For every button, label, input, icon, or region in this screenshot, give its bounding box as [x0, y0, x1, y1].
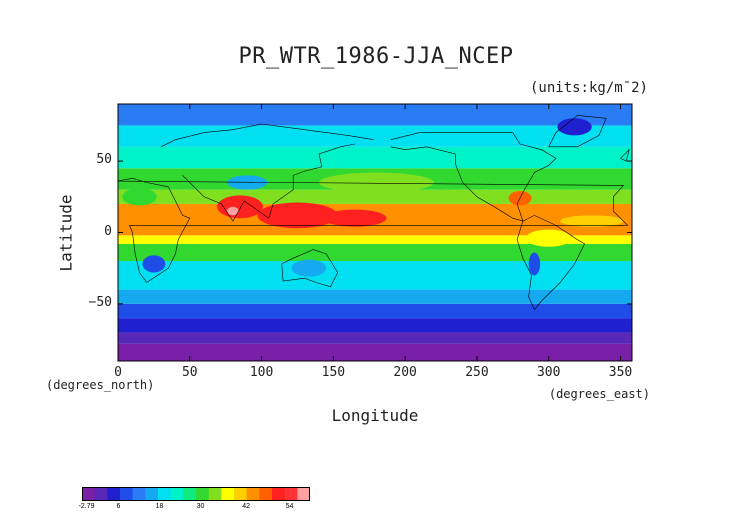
- coastline-segment: [117, 177, 629, 283]
- x-axis-label: Longitude: [331, 406, 419, 425]
- chart-title: PR_WTR_1986-JJA_NCEP: [238, 44, 514, 69]
- coastline-segment: [182, 143, 355, 222]
- colorbar-label: 6: [116, 503, 121, 510]
- region-north-pacific-band: [319, 172, 434, 193]
- region-amazon-yellow: [525, 229, 572, 247]
- x-tick-label: 150: [321, 365, 346, 380]
- colorbar-swatch: [183, 487, 197, 501]
- colorbar-swatch: [158, 487, 172, 501]
- x-tick-label: 350: [608, 365, 633, 380]
- coastline-segment: [620, 148, 630, 162]
- colorbar-swatch: [297, 487, 310, 501]
- region-pacific-itcz-west: [323, 209, 387, 227]
- band-south-high: [118, 332, 632, 344]
- colorbar-swatch: [145, 487, 159, 501]
- x-tick-label: 100: [249, 365, 274, 380]
- region-warm-pool: [257, 202, 338, 229]
- colorbar-swatch: [170, 487, 184, 501]
- band-polar-south: [118, 343, 632, 361]
- band-south-mid-1: [118, 318, 632, 333]
- x-tick-label: 50: [181, 365, 198, 380]
- region-andes-dry: [528, 252, 541, 276]
- y-units-label: (degrees_east): [548, 387, 650, 401]
- region-india-pink: [227, 206, 239, 216]
- coastline-segment: [390, 132, 557, 222]
- colorbar-swatch: [246, 487, 260, 501]
- region-south-africa-dry: [142, 255, 166, 273]
- band-north-high: [118, 125, 632, 147]
- colorbar-swatch: [272, 487, 286, 501]
- x-tick-label: 200: [393, 365, 417, 380]
- band-south-mid-3: [118, 289, 632, 304]
- region-tibet-low: [227, 175, 268, 190]
- coastline-segment: [281, 249, 339, 288]
- band-equator-south: [118, 235, 632, 244]
- region-indian-monsoon: [217, 195, 264, 219]
- colorbar-swatch: [284, 487, 298, 501]
- colorbar-label: -2.79: [78, 503, 95, 510]
- colorbar-frame: [82, 487, 310, 501]
- x-units-label: (degrees_north): [46, 378, 155, 392]
- colorbar-swatch: [196, 487, 210, 501]
- region-greenland-low: [557, 118, 592, 136]
- coastline-segment: [516, 215, 585, 311]
- units-label: (units:kg/m¯2): [529, 80, 648, 96]
- x-tick-label: 250: [465, 365, 489, 380]
- band-south-mid-2: [118, 303, 632, 319]
- coastline-segment: [160, 123, 374, 148]
- colorbar-swatch: [234, 487, 248, 501]
- y-tick-label: 50: [96, 152, 112, 168]
- x-tick-label: 300: [536, 365, 561, 380]
- colorbar-label: 42: [242, 503, 251, 510]
- colorbar-swatch: [208, 487, 222, 501]
- coastline-outline: [117, 115, 630, 311]
- colorbar-swatch: [132, 487, 146, 501]
- colorbar-swatch: [120, 487, 134, 501]
- y-tick-label: −50: [88, 294, 112, 310]
- region-atlantic-itcz: [560, 215, 624, 227]
- colorbar-swatch: [221, 487, 235, 501]
- colorbar-swatch: [107, 487, 121, 501]
- colorbar-label: 18: [155, 503, 164, 510]
- band-north-mid-2: [118, 146, 632, 169]
- colorbar-swatch: [259, 487, 273, 501]
- band-south-subtrop: [118, 261, 632, 290]
- x-tick-label: 0: [114, 365, 122, 380]
- band-south-trop: [118, 243, 632, 262]
- colorbar-label: 30: [196, 503, 205, 510]
- colorbar-swatch: [82, 487, 96, 501]
- band-polar-north: [118, 104, 632, 126]
- colorbar-swatch: [94, 487, 108, 501]
- colorbar: [82, 487, 310, 501]
- colorbar-label: 54: [285, 503, 294, 510]
- y-tick-label: 0: [104, 223, 112, 239]
- region-sahara-dry: [122, 188, 157, 206]
- region-australia-dry: [291, 259, 327, 277]
- coastline-segment: [548, 115, 607, 148]
